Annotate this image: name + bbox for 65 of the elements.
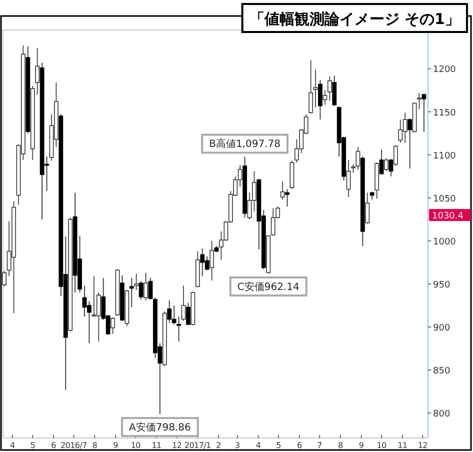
x-tick-label: 3 bbox=[234, 441, 240, 450]
chart-title: 「値幅観測論イメージ その1」 bbox=[249, 10, 460, 28]
candlestick bbox=[129, 277, 134, 308]
x-tick-label: 8 bbox=[92, 441, 98, 450]
candlestick bbox=[35, 48, 40, 96]
x-tick-label: 5 bbox=[30, 441, 36, 450]
y-tick-label: 950 bbox=[433, 280, 450, 290]
candlestick bbox=[110, 316, 115, 334]
x-tick-label: 10 bbox=[376, 441, 387, 450]
candlestick bbox=[417, 92, 422, 110]
candlestick bbox=[422, 93, 426, 132]
candlestick bbox=[134, 273, 139, 290]
candlestick bbox=[313, 69, 318, 108]
candlestick bbox=[327, 76, 332, 102]
x-tick-label: 7 bbox=[317, 441, 322, 450]
x-tick-label: 6 bbox=[51, 441, 56, 450]
candlestick bbox=[365, 192, 370, 224]
candlestick bbox=[332, 75, 337, 106]
annotation: C安価962.14 bbox=[237, 280, 300, 293]
candlestick bbox=[285, 188, 290, 207]
candlestick bbox=[356, 146, 360, 170]
candlestick bbox=[2, 270, 7, 288]
y-tick-label: 1200 bbox=[433, 65, 456, 76]
candlestick bbox=[388, 158, 394, 177]
candlestick bbox=[186, 302, 190, 326]
candlestick bbox=[181, 285, 186, 322]
candlestick bbox=[280, 180, 285, 200]
candlestick bbox=[393, 144, 398, 166]
candlestick bbox=[379, 149, 384, 176]
x-tick-label: 9 bbox=[358, 441, 364, 450]
x-tick-label: 2017/1 bbox=[184, 441, 212, 450]
y-tick-label: 800 bbox=[433, 410, 450, 420]
text: 1030.4 bbox=[432, 212, 464, 222]
candlestick bbox=[408, 118, 412, 170]
candlestick bbox=[144, 272, 148, 301]
annotation: B高値1,097.78 bbox=[209, 138, 280, 150]
x-tick-label: 2 bbox=[216, 441, 222, 450]
y-tick-label: 1150 bbox=[433, 108, 456, 118]
candlestick bbox=[346, 159, 351, 198]
y-tick-label: 900 bbox=[433, 323, 450, 334]
candlestick bbox=[176, 316, 181, 342]
annotation: A安価798.86 bbox=[129, 422, 191, 434]
x-tick-label: 12 bbox=[418, 441, 428, 450]
candlestick bbox=[322, 90, 328, 106]
x-tick-label: 12 bbox=[172, 441, 182, 450]
candlestick bbox=[148, 277, 153, 300]
y-tick-label: 850 bbox=[433, 366, 450, 376]
candlestick bbox=[318, 79, 322, 120]
candlestick bbox=[384, 158, 388, 172]
candlestick bbox=[308, 60, 314, 114]
x-tick-label: 4 bbox=[10, 441, 16, 450]
y-tick-label: 1100 bbox=[433, 151, 456, 162]
y-tick-label: 1050 bbox=[433, 194, 456, 204]
x-tick-label: 9 bbox=[113, 441, 118, 450]
x-tick-label: 5 bbox=[276, 441, 282, 450]
y-tick-label: 1000 bbox=[433, 237, 456, 248]
x-tick-label: 8 bbox=[338, 441, 344, 450]
x-tick-label: 4 bbox=[256, 441, 261, 450]
x-tick-label: 6 bbox=[296, 441, 302, 450]
x-tick-label: 11 bbox=[152, 441, 162, 450]
x-tick-label: 11 bbox=[398, 441, 408, 450]
candlestick bbox=[210, 240, 214, 281]
x-tick-label: 2016/7 bbox=[60, 441, 88, 450]
x-tick-label: 10 bbox=[130, 441, 141, 450]
candlestick bbox=[138, 280, 144, 300]
